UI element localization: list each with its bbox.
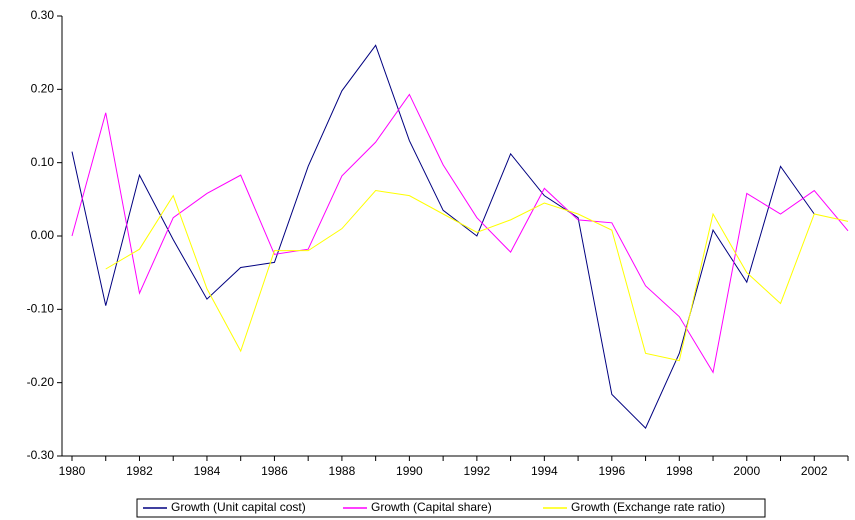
x-tick-label: 1984 (194, 464, 221, 478)
legend-label: Growth (Unit capital cost) (171, 500, 306, 514)
y-tick-label: 0.00 (31, 228, 55, 242)
series-line (105, 189, 849, 362)
y-tick-label: -0.30 (27, 448, 55, 462)
x-tick-label: 1982 (126, 464, 153, 478)
x-tick-label: 1992 (464, 464, 491, 478)
x-tick-label: 1996 (598, 464, 625, 478)
series-line (71, 44, 815, 429)
x-tick-label: 2002 (801, 464, 828, 478)
x-tick-label: 1980 (59, 464, 86, 478)
y-tick-label: 0.30 (31, 8, 55, 22)
x-tick-label: 1994 (531, 464, 558, 478)
legend-label: Growth (Exchange rate ratio) (571, 500, 725, 514)
legend-label: Growth (Capital share) (371, 500, 492, 514)
x-tick-label: 2000 (733, 464, 760, 478)
x-tick-label: 1986 (261, 464, 288, 478)
y-tick-label: 0.10 (31, 155, 55, 169)
legend-box (136, 498, 766, 518)
series-line (71, 93, 849, 374)
x-tick-label: 1998 (666, 464, 693, 478)
x-tick-label: 1988 (329, 464, 356, 478)
y-tick-label: 0.20 (31, 82, 55, 96)
y-tick-label: -0.20 (27, 375, 55, 389)
y-tick-label: -0.10 (27, 302, 55, 316)
x-tick-label: 1990 (396, 464, 423, 478)
